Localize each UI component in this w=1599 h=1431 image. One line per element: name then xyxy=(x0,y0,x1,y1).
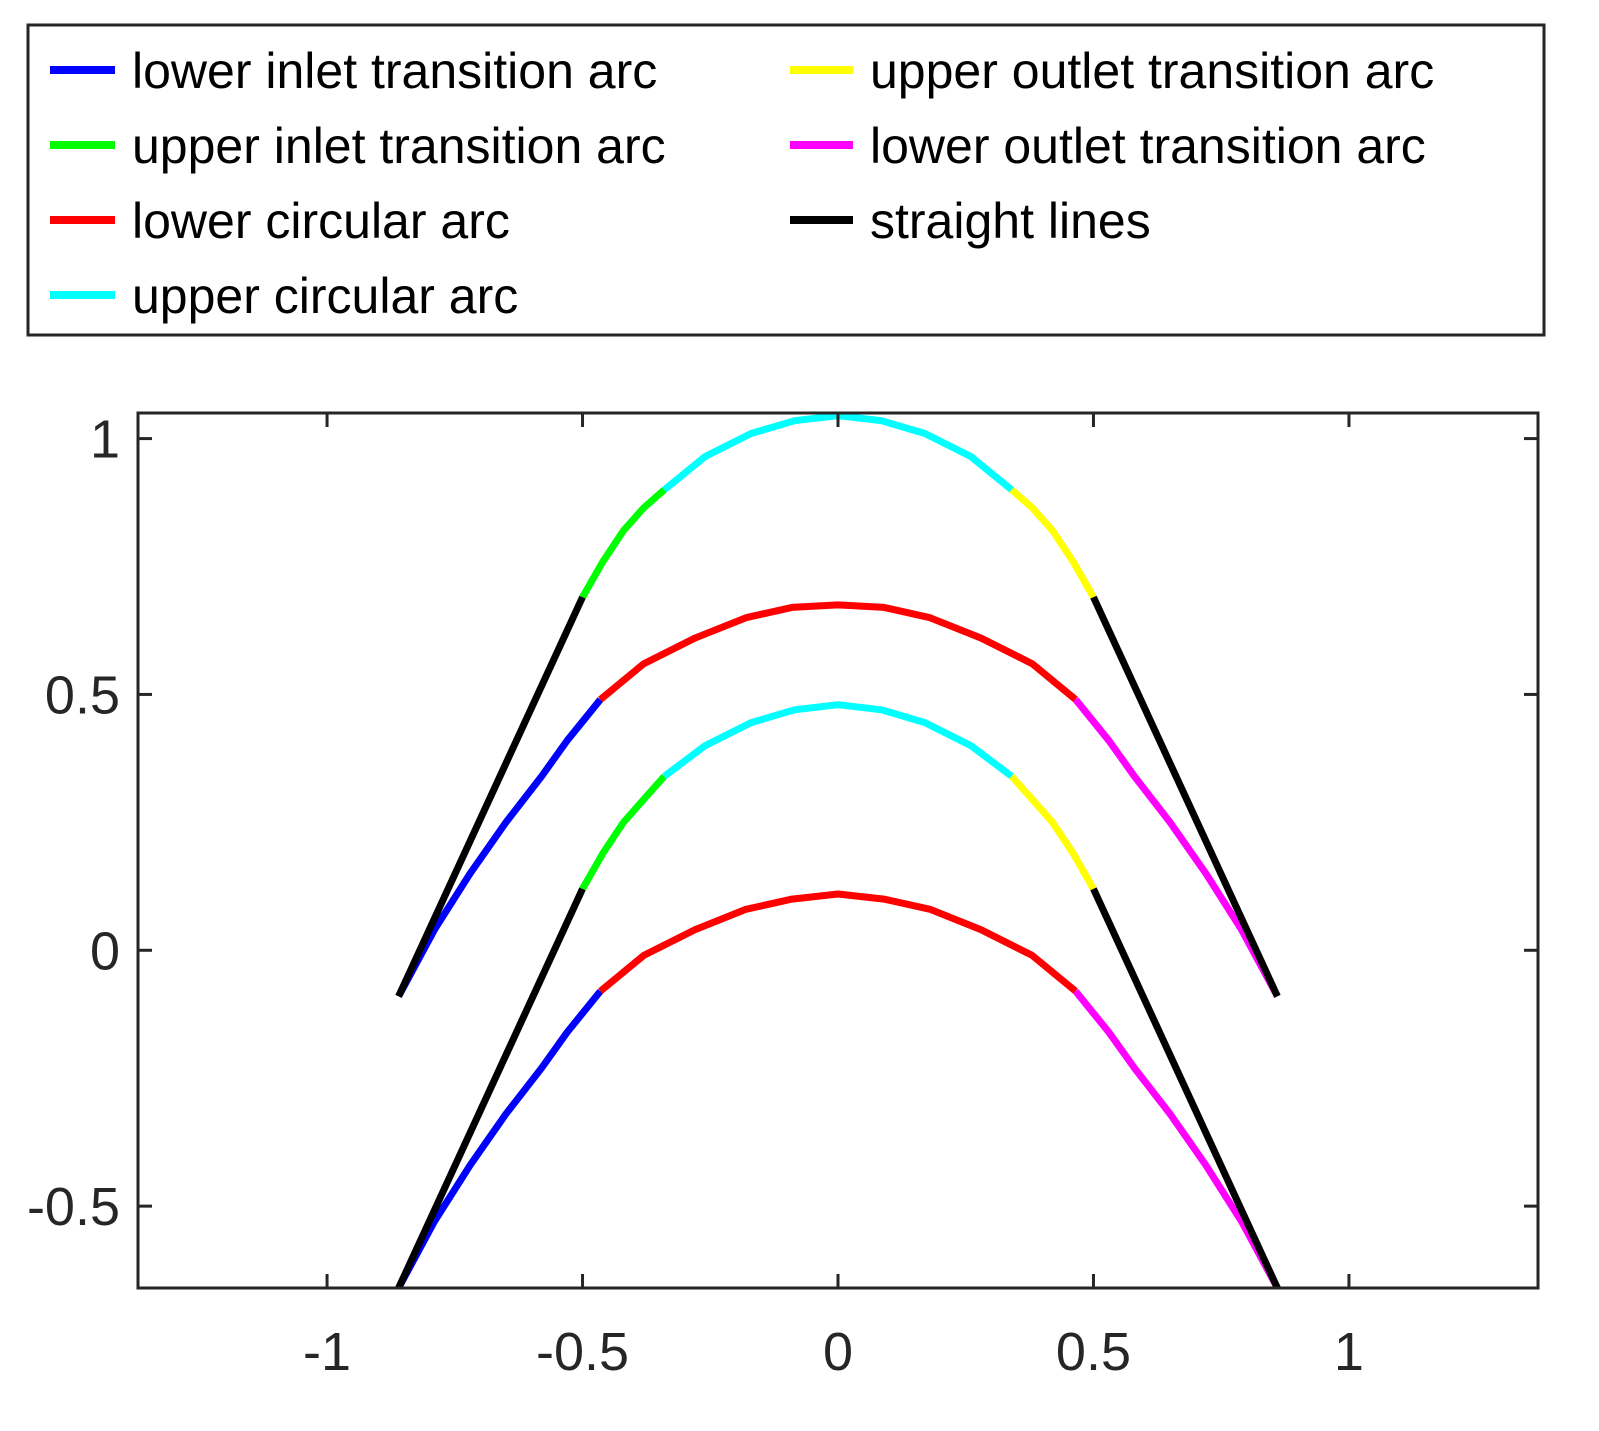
series-straight-line-outlet-blade-1 xyxy=(1090,595,1281,998)
series-lower-inlet-transition-arc-blade-1 xyxy=(395,697,604,998)
legend-label-straight: straight lines xyxy=(870,193,1151,249)
series-lower-outlet-transition-arc-blade-1 xyxy=(1072,697,1281,998)
legend: lower inlet transition arc upper inlet t… xyxy=(26,23,1546,337)
legend-label-lower-outlet: lower outlet transition arc xyxy=(870,118,1426,174)
series-upper-inlet-transition-arc-blade-2 xyxy=(579,773,667,891)
x-tick-label-2: 0 xyxy=(823,1322,853,1382)
series-lower-circular-arc-blade-2 xyxy=(598,890,1078,994)
legend-box xyxy=(26,23,1546,337)
legend-label-upper-outlet: upper outlet transition arc xyxy=(870,43,1434,99)
x-tick-label-4: 1 xyxy=(1334,1322,1364,1382)
y-tick-label-1: 0 xyxy=(90,921,120,981)
x-tick-label-3: 0.5 xyxy=(1056,1322,1131,1382)
series-upper-inlet-transition-arc-blade-1 xyxy=(579,487,667,599)
legend-label-lower-inlet: lower inlet transition arc xyxy=(132,43,657,99)
legend-label-lower-circular: lower circular arc xyxy=(132,193,510,249)
legend-label-upper-circular: upper circular arc xyxy=(132,268,518,324)
series-lower-inlet-transition-arc-blade-2 xyxy=(395,988,604,1290)
series-straight-line-inlet-blade-1 xyxy=(395,595,586,998)
ticks-layer xyxy=(138,413,1538,1288)
legend-label-upper-inlet: upper inlet transition arc xyxy=(132,118,666,174)
y-tick-label-0: -0.5 xyxy=(27,1177,120,1237)
x-tick-label-0: -1 xyxy=(303,1322,351,1382)
series-upper-outlet-transition-arc-blade-2 xyxy=(1009,773,1097,891)
plot-area xyxy=(136,411,1540,1290)
series-upper-circular-arc-blade-2 xyxy=(662,701,1014,780)
x-tick-label-1: -0.5 xyxy=(536,1322,629,1382)
series-straight-line-outlet-blade-2 xyxy=(1090,887,1281,1290)
series-lower-circular-arc-blade-1 xyxy=(598,601,1078,703)
series-upper-outlet-transition-arc-blade-1 xyxy=(1009,487,1097,599)
y-tick-label-2: 0.5 xyxy=(45,665,120,725)
tick-labels: -1 -0.5 0 0.5 1 -0.5 0 0.5 1 xyxy=(27,410,1364,1382)
series-straight-line-inlet-blade-2 xyxy=(395,887,586,1290)
axes-box xyxy=(136,411,1540,1290)
y-tick-label-3: 1 xyxy=(90,410,120,470)
series-layer xyxy=(395,412,1281,1290)
series-lower-outlet-transition-arc-blade-2 xyxy=(1072,988,1281,1290)
